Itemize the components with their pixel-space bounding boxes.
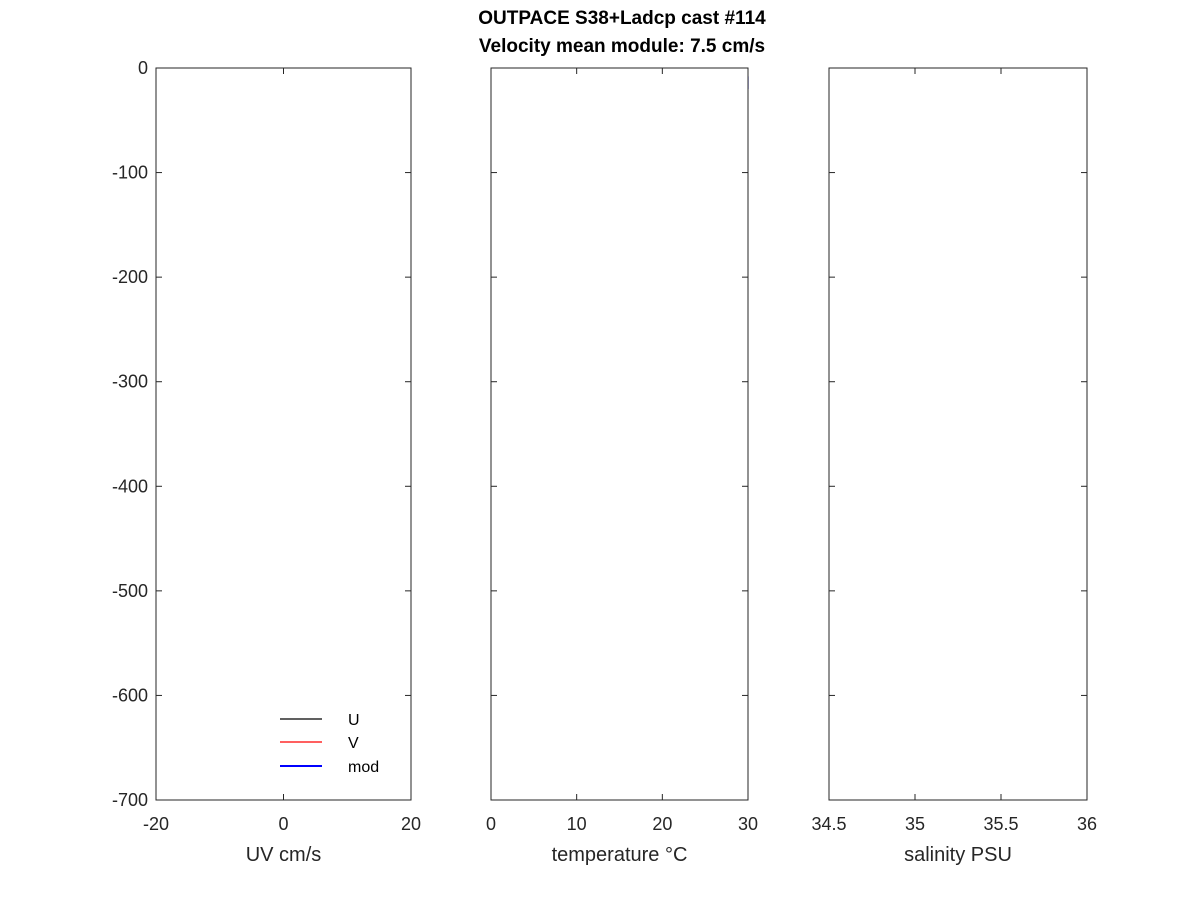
temperature-axis-box	[490, 67, 749, 801]
velocity-x-tick-label: 20	[401, 814, 421, 834]
temperature-x-tick-label: 30	[738, 814, 758, 834]
velocity-y-tick-label: -200	[112, 267, 148, 287]
velocity-y-tick-label: -300	[112, 372, 148, 392]
salinity-panel: 34.5 35 35.5 36 salinity PSU	[811, 67, 1097, 866]
velocity-y-tick-label: -500	[112, 581, 148, 601]
legend-label-mod: mod	[348, 759, 379, 776]
legend-label-v: V	[348, 735, 359, 752]
salinity-axis-box	[828, 67, 1088, 801]
salinity-x-axis-label: salinity PSU	[904, 844, 1012, 866]
salinity-x-tick-label: 36	[1077, 814, 1097, 834]
velocity-y-tick-label: -100	[112, 163, 148, 183]
velocity-y-tick-label: 0	[138, 58, 148, 78]
velocity-legend: U V mod	[280, 712, 379, 776]
temperature-x-tick-label: 0	[486, 814, 496, 834]
velocity-axis-box	[155, 67, 412, 801]
salinity-x-tick-label: 35	[905, 814, 925, 834]
temperature-x-tick-label: 20	[652, 814, 672, 834]
temperature-panel: 0 10 20 30 temperature °C	[486, 67, 758, 866]
temperature-x-axis-label: temperature °C	[552, 844, 688, 866]
velocity-y-tick-label: -700	[112, 790, 148, 810]
velocity-y-tick-label: -400	[112, 476, 148, 496]
chart-title-line1: OUTPACE S38+Ladcp cast #114	[478, 8, 766, 29]
velocity-x-tick-label: -20	[143, 814, 169, 834]
legend-label-u: U	[348, 712, 360, 729]
salinity-x-tick-label: 35.5	[983, 814, 1018, 834]
chart-title-line2: Velocity mean module: 7.5 cm/s	[479, 36, 765, 57]
velocity-y-tick-label: -600	[112, 685, 148, 705]
velocity-x-tick-label: 0	[278, 814, 288, 834]
velocity-x-axis-label: UV cm/s	[246, 844, 322, 866]
temperature-x-tick-label: 10	[567, 814, 587, 834]
salinity-x-tick-label: 34.5	[811, 814, 846, 834]
